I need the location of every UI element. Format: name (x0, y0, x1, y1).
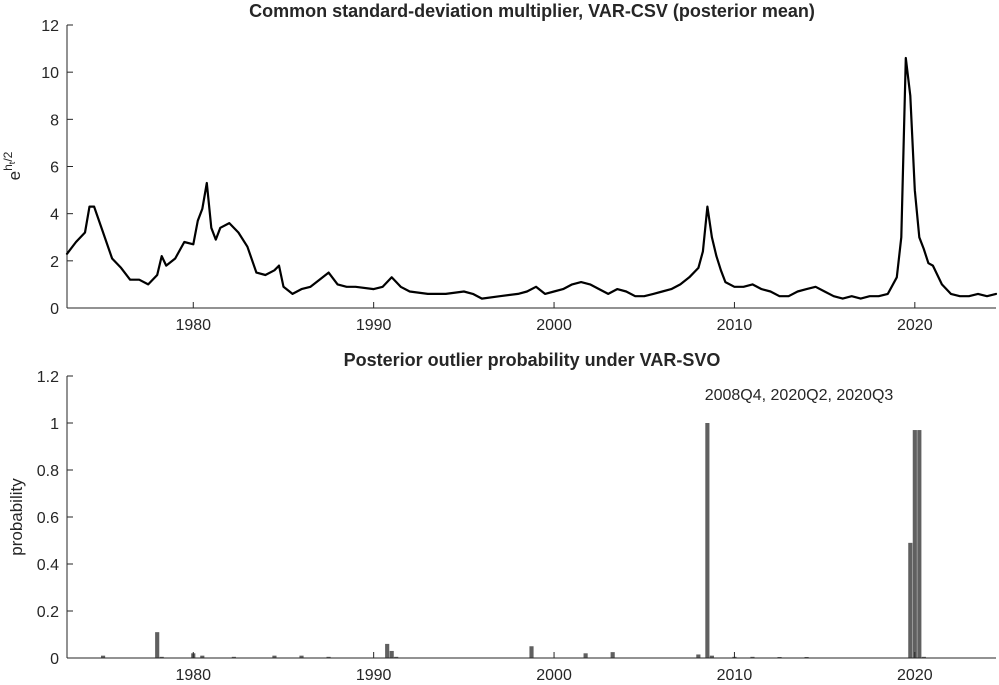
svo-bar (326, 656, 331, 658)
csv-x-tick-label: 2020 (897, 317, 933, 334)
csv-y-tick-label: 6 (50, 160, 59, 177)
svo-bar (272, 655, 277, 658)
svo-bar (394, 656, 399, 658)
svo-bar (200, 655, 205, 658)
svo-bar (101, 655, 106, 658)
svo-annotation: 2008Q4, 2020Q2, 2020Q3 (705, 387, 894, 404)
svo-y-tick-label: 0.6 (37, 510, 59, 527)
csv-y-tick-label: 2 (50, 254, 59, 271)
svo-bars (101, 423, 926, 659)
svo-x-tick-label: 1990 (356, 667, 392, 684)
svo-bar (912, 430, 917, 658)
svo-chart-title: Posterior outlier probability under VAR-… (344, 350, 721, 370)
svo-x-tick-label: 2000 (536, 667, 572, 684)
svo-y-tick-label: 0.4 (37, 557, 59, 574)
csv-y-tick-label: 8 (50, 112, 59, 129)
csv-x-tick-label: 1990 (356, 317, 392, 334)
csv-series-line (65, 56, 998, 300)
csv-y-tick-label: 12 (41, 18, 59, 35)
svo-bar (231, 656, 236, 658)
svo-bar (917, 430, 922, 658)
svo-bar (908, 542, 913, 658)
svo-bar (299, 655, 304, 658)
csv-ylabel-sub-t: t (7, 161, 17, 164)
csv-ylabel-sup-rest: /2 (1, 151, 15, 161)
svo-panel: Posterior outlier probability under VAR-… (7, 350, 996, 684)
csv-panel: Common standard-deviation multiplier, VA… (1, 1, 998, 334)
svo-y-tick-label: 0.8 (37, 463, 59, 480)
svo-y-tick-label: 0 (50, 651, 59, 668)
svo-bar (385, 643, 390, 658)
svo-axes (66, 375, 996, 659)
svo-y-tick-label: 1 (50, 416, 59, 433)
svo-x-tick-label: 2020 (897, 667, 933, 684)
csv-x-tick-label: 2010 (717, 317, 753, 334)
svo-y-axis-label: probability (7, 478, 26, 556)
csv-series (65, 56, 998, 300)
csv-ylabel-base: e (5, 171, 24, 180)
csv-y-axis-label: eht/2 (1, 151, 24, 180)
csv-ticks: 0 2 4 6 8 10 12 1980 1990 2000 2010 2020 (41, 18, 933, 334)
svo-x-tick-label: 1980 (175, 667, 211, 684)
svo-bar (529, 646, 534, 658)
svo-x-tick-label: 2010 (717, 667, 753, 684)
csv-y-tick-label: 10 (41, 65, 59, 82)
csv-chart-title: Common standard-deviation multiplier, VA… (249, 1, 815, 21)
svo-y-tick-label: 1.2 (37, 369, 59, 386)
svo-y-tick-label: 0.2 (37, 604, 59, 621)
csv-y-tick-label: 0 (50, 301, 59, 318)
svo-ticks: 0 0.2 0.4 0.6 0.8 1 1.2 1980 1990 2000 2010 2020 (37, 369, 933, 684)
svo-bar (159, 656, 164, 658)
svo-bar (750, 656, 755, 658)
svo-bar (155, 632, 160, 658)
svo-bar (921, 656, 926, 658)
svo-bar (705, 423, 710, 658)
svo-bar (583, 653, 588, 658)
svo-bar (610, 652, 615, 659)
svo-bar (696, 654, 701, 658)
csv-axes (66, 24, 996, 309)
svo-bar (709, 655, 714, 658)
csv-y-tick-label: 4 (50, 207, 59, 224)
csv-x-tick-label: 2000 (536, 317, 572, 334)
csv-ylabel-sup-h: h (1, 164, 15, 171)
csv-x-tick-label: 1980 (175, 317, 211, 334)
svo-bar (389, 650, 394, 658)
